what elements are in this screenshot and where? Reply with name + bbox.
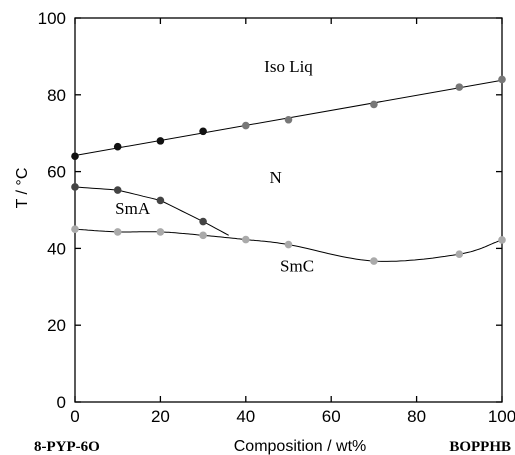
axes: 0 20 40 60 80 100 0 20 40 60 80 100 xyxy=(38,9,515,426)
y-tick-label: 100 xyxy=(38,9,66,28)
iso_n-point xyxy=(284,115,293,124)
smc-point xyxy=(370,257,378,265)
y-tick-label: 80 xyxy=(47,86,66,105)
x-tick-label: 60 xyxy=(322,407,341,426)
y-axis-title: T / °C xyxy=(14,168,31,209)
right-component-label: BOPPHB xyxy=(449,439,511,455)
phase-label: N xyxy=(270,168,282,187)
iso_n-point xyxy=(242,121,250,130)
smc-point xyxy=(156,228,165,236)
x-axis-title: Composition / wt% xyxy=(234,438,367,455)
sma_n-point xyxy=(113,186,122,194)
iso_n-point xyxy=(498,75,506,84)
iso_n-point xyxy=(71,152,79,161)
y-tick-label: 20 xyxy=(47,316,66,335)
iso_n-point xyxy=(156,137,165,145)
smc-point xyxy=(113,228,122,236)
smc-point xyxy=(284,240,293,249)
left-component-label: 8-PYP-6O xyxy=(34,439,100,455)
sma_n-point xyxy=(199,217,207,226)
x-tick-label: 20 xyxy=(151,407,170,426)
y-tick-label: 40 xyxy=(47,239,66,258)
smc-point xyxy=(71,225,79,233)
smc-point xyxy=(199,231,207,240)
x-tick-label: 40 xyxy=(236,407,255,426)
sma_n-point xyxy=(156,196,165,205)
phase-labels: Iso Liq N SmA SmC xyxy=(115,57,314,276)
phase-label: SmC xyxy=(280,256,314,275)
sma_n-point xyxy=(71,183,79,191)
plot-frame xyxy=(74,17,503,403)
transition-curves xyxy=(74,79,503,262)
y-tick-label: 60 xyxy=(47,163,66,182)
iso_n-point xyxy=(199,127,207,136)
iso_n-point xyxy=(370,100,378,109)
x-tick-label: 80 xyxy=(407,407,426,426)
x-tick-label: 0 xyxy=(70,407,79,426)
y-tick-label: 0 xyxy=(57,393,66,412)
iso_n-point xyxy=(455,83,464,91)
smc-point xyxy=(242,235,250,244)
smc-point xyxy=(455,250,464,258)
phase-label: Iso Liq xyxy=(264,57,313,76)
phase-label: SmA xyxy=(115,199,151,218)
smc-point xyxy=(498,236,506,244)
iso_n-point xyxy=(113,142,122,151)
x-tick-label: 100 xyxy=(488,407,515,426)
sma-n-transition-curve xyxy=(74,186,229,236)
data-points xyxy=(71,75,506,265)
